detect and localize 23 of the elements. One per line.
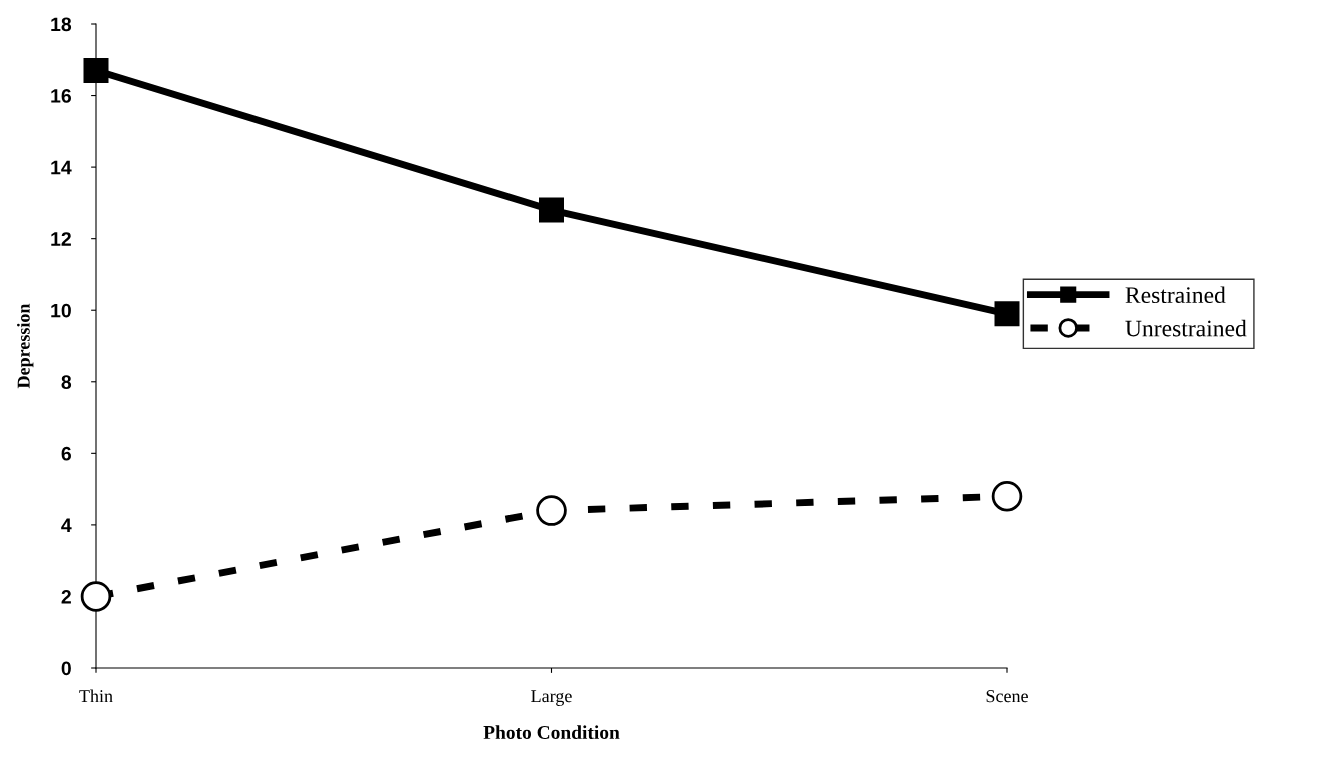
x-axis-title: Photo Condition <box>483 725 620 740</box>
point <box>994 301 1020 327</box>
y-tick-label: 6 <box>61 446 71 461</box>
y-tick-label: 16 <box>51 89 71 103</box>
y-tick-label: 14 <box>51 160 72 175</box>
point <box>539 197 564 223</box>
y-tick-label: 12 <box>51 232 71 246</box>
point <box>991 480 1023 512</box>
point <box>80 581 112 612</box>
x-tick-label: Scene <box>986 690 1028 703</box>
point <box>536 495 567 526</box>
x-tick-label: Large <box>531 690 572 706</box>
y-tick-label: 0 <box>61 661 71 676</box>
x-tick-label: Thin <box>79 689 113 703</box>
y-tick-label: 2 <box>61 589 71 604</box>
legend-label: Restrained <box>1125 286 1226 304</box>
y-tick-label: 8 <box>61 375 72 390</box>
y-tick-label: 10 <box>51 303 71 318</box>
y-tick-label: 18 <box>51 17 72 32</box>
legend-label: Unrestrained <box>1125 319 1247 337</box>
point <box>83 58 109 84</box>
y-axis-title: Depression <box>17 303 34 389</box>
y-tick-label: 4 <box>61 518 72 532</box>
